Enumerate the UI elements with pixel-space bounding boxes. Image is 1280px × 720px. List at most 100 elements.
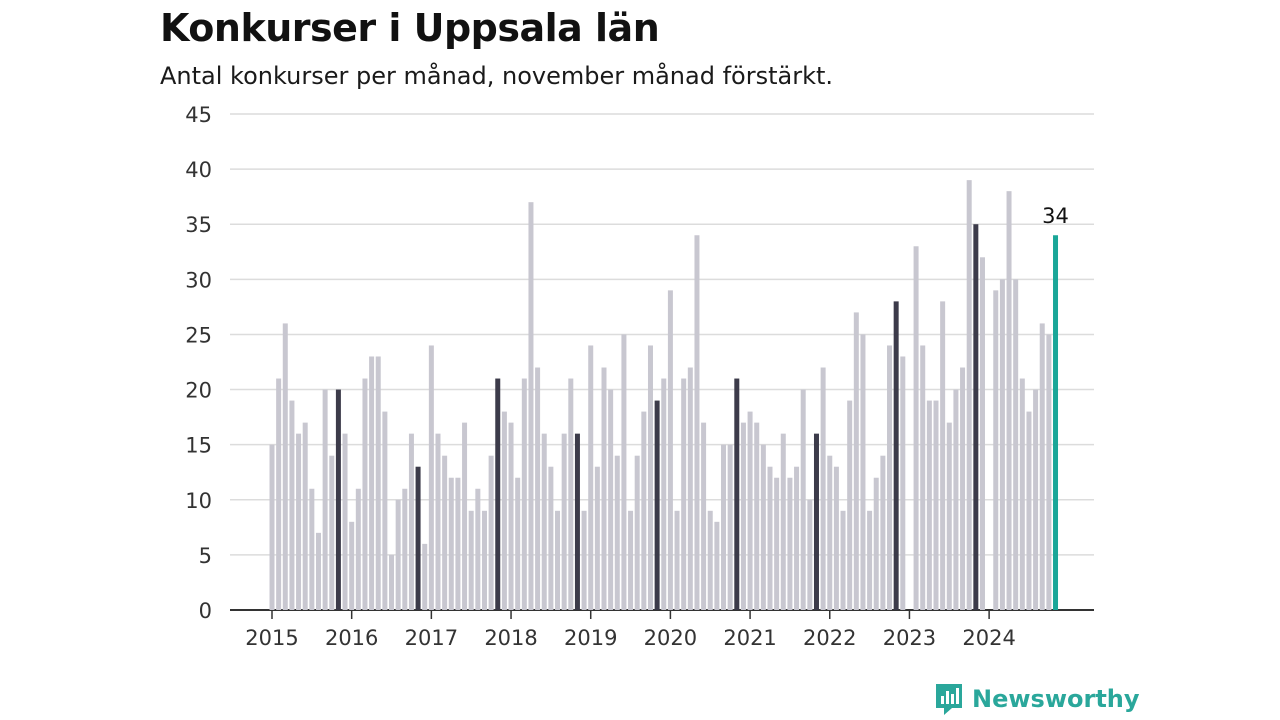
bar [774, 477, 780, 610]
chart-subtitle: Antal konkurser per månad, november måna… [160, 62, 834, 90]
bar [535, 367, 541, 610]
bar [654, 400, 660, 610]
bar [966, 180, 972, 610]
bar [661, 378, 667, 610]
latest-value-label: 34 [1042, 204, 1069, 228]
x-tick-label: 2015 [245, 626, 298, 650]
y-axis-ticks: 0 5 10 15 20 25 30 35 40 45 [185, 103, 212, 623]
bar [926, 400, 932, 610]
brand-name: Newsworthy [972, 685, 1140, 713]
bar [734, 378, 740, 610]
bar [740, 422, 746, 610]
y-tick-label: 40 [185, 158, 212, 182]
y-tick-label: 35 [185, 213, 212, 237]
bar [714, 521, 720, 610]
bar [1053, 235, 1059, 610]
bar [428, 345, 434, 610]
bar [342, 433, 348, 610]
bar [309, 488, 315, 610]
bar [860, 334, 866, 610]
bar [462, 422, 468, 610]
bar [833, 466, 839, 610]
x-tick-label: 2022 [803, 626, 856, 650]
bar [840, 510, 846, 610]
bar [448, 477, 454, 610]
bar [760, 444, 766, 610]
bar [933, 400, 939, 610]
bar [296, 433, 302, 610]
bar [508, 422, 514, 610]
bar [402, 488, 408, 610]
bar [880, 455, 886, 610]
bar [853, 312, 859, 610]
bar [813, 433, 819, 610]
bar [820, 367, 826, 610]
bar [581, 510, 587, 610]
bar [475, 488, 481, 610]
bar [681, 378, 687, 610]
bar [442, 455, 448, 610]
x-tick-label: 2016 [325, 626, 378, 650]
bar [521, 378, 527, 610]
bar [435, 433, 441, 610]
bar [727, 444, 733, 610]
bar [873, 477, 879, 610]
bar [1006, 191, 1012, 610]
y-tick-label: 0 [199, 599, 212, 623]
bar [561, 433, 567, 610]
bar [800, 389, 806, 610]
data-labels: 34 [1042, 204, 1069, 228]
bar [953, 389, 959, 610]
bar [867, 510, 873, 610]
bar [335, 389, 341, 610]
bar [481, 510, 487, 610]
bar [422, 543, 428, 610]
bar [993, 290, 999, 610]
bar [322, 389, 328, 610]
bar [913, 246, 919, 610]
bar [541, 433, 547, 610]
bar [455, 477, 461, 610]
bar [594, 466, 600, 610]
bar [973, 224, 979, 610]
bar [355, 488, 361, 610]
bar [362, 378, 368, 610]
bar [893, 301, 899, 610]
bar [694, 235, 700, 610]
bar [548, 466, 554, 610]
bar [601, 367, 607, 610]
x-tick-label: 2017 [405, 626, 458, 650]
bar [488, 455, 494, 610]
bar [382, 411, 388, 610]
bar [1033, 389, 1039, 610]
bar [634, 455, 640, 610]
brand-logo[interactable]: Newsworthy [934, 682, 1140, 716]
bar [701, 422, 707, 610]
bar [282, 323, 288, 610]
bar [1013, 279, 1019, 610]
x-tick-label: 2021 [723, 626, 776, 650]
y-tick-label: 20 [185, 379, 212, 403]
bar [647, 345, 653, 610]
y-tick-label: 5 [199, 544, 212, 568]
bar [614, 455, 620, 610]
y-tick-label: 30 [185, 268, 212, 292]
bar [641, 411, 647, 610]
bar [707, 510, 713, 610]
bar [946, 422, 952, 610]
bar [574, 433, 580, 610]
x-tick-label: 2020 [644, 626, 697, 650]
x-tick-label: 2018 [484, 626, 537, 650]
bar [794, 466, 800, 610]
bar [501, 411, 507, 610]
bar [767, 466, 773, 610]
y-tick-label: 15 [185, 434, 212, 458]
bar [900, 356, 906, 610]
bar [468, 510, 474, 610]
bar [1019, 378, 1025, 610]
y-tick-label: 45 [185, 103, 212, 127]
bar [302, 422, 308, 610]
bar [349, 521, 355, 610]
bar [495, 378, 501, 610]
